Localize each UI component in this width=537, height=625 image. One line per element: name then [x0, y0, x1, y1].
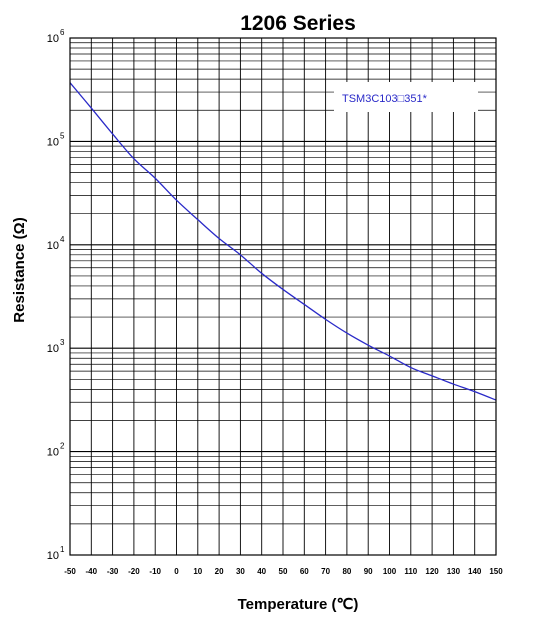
y-tick-base: 10	[47, 136, 59, 148]
x-tick-label: 80	[342, 567, 351, 576]
chart-title: 1206 Series	[240, 12, 356, 35]
x-tick-label: -50	[64, 567, 76, 576]
x-tick-label: 40	[257, 567, 266, 576]
x-tick-labels: -50 -40 -30 -20 -10 0 10 20 30 40 50 60 70 80 90 100 110…	[64, 567, 503, 576]
x-tick-label: 90	[364, 567, 373, 576]
series-group	[69, 82, 497, 401]
x-axis-label: Temperature (℃)	[238, 596, 359, 613]
x-tick-label: 70	[321, 567, 330, 576]
x-tick-label: 120	[425, 567, 439, 576]
y-tick-exponent: 6	[60, 28, 65, 37]
y-tick-exponent: 2	[60, 442, 65, 451]
y-tick-label: 104	[47, 235, 65, 252]
y-tick-base: 10	[47, 343, 59, 355]
plot-frame	[69, 37, 497, 556]
x-tick-label: 130	[447, 567, 461, 576]
x-tick-label: 60	[300, 567, 309, 576]
y-tick-label: 105	[47, 131, 65, 148]
y-tick-base: 10	[47, 33, 59, 45]
y-tick-label: 101	[47, 545, 65, 562]
x-tick-label: -30	[107, 567, 119, 576]
x-tick-label: 10	[193, 567, 202, 576]
x-tick-label: 50	[279, 567, 288, 576]
x-tick-label: -10	[149, 567, 161, 576]
x-tick-label: 0	[174, 567, 179, 576]
x-tick-label: 100	[383, 567, 397, 576]
x-tick-label: -20	[128, 567, 140, 576]
y-tick-exponent: 1	[60, 545, 65, 554]
y-tick-label: 103	[47, 338, 65, 355]
y-tick-exponent: 3	[60, 338, 65, 347]
x-tick-label: -40	[86, 567, 98, 576]
x-tick-label: 140	[468, 567, 482, 576]
y-tick-base: 10	[47, 240, 59, 252]
y-tick-base: 10	[47, 447, 59, 459]
series-line	[69, 82, 497, 401]
y-axis-label: Resistance (Ω)	[11, 217, 28, 322]
x-tick-label: 30	[236, 567, 245, 576]
y-tick-exponent: 5	[60, 131, 65, 140]
x-tick-label: 20	[215, 567, 224, 576]
y-tick-label: 106	[47, 28, 65, 45]
x-tick-label: 150	[489, 567, 503, 576]
y-tick-exponent: 4	[60, 235, 65, 244]
y-tick-base: 10	[47, 550, 59, 562]
legend-label: TSM3C103□351*	[342, 93, 428, 105]
legend: TSM3C103□351*	[334, 82, 478, 112]
x-tick-label: 110	[404, 567, 417, 576]
legend-background	[334, 82, 478, 112]
y-tick-label: 102	[47, 442, 65, 459]
major-grid	[69, 38, 497, 556]
